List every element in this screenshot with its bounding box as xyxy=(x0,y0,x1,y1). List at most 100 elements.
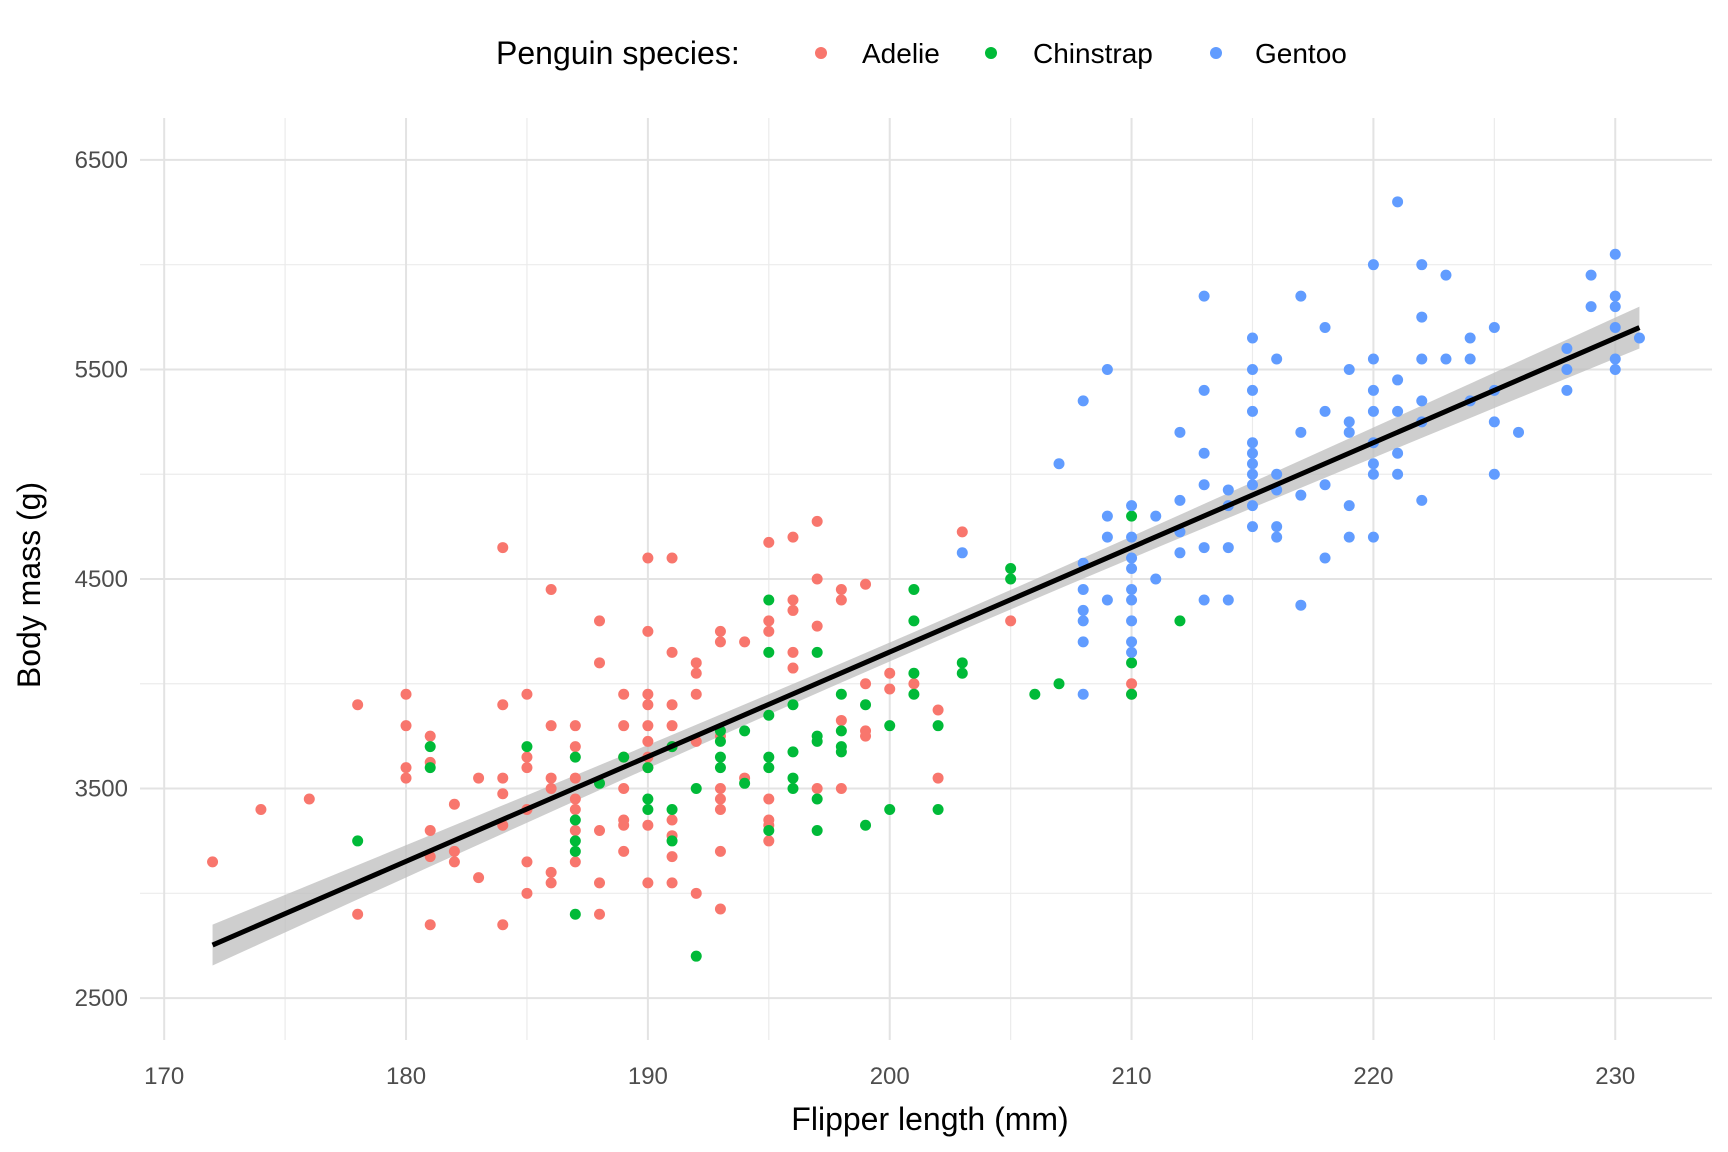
point-adelie xyxy=(642,819,654,831)
point-gentoo xyxy=(1126,563,1138,575)
x-tick-label: 190 xyxy=(628,1063,668,1090)
point-gentoo xyxy=(1246,332,1258,344)
point-adelie xyxy=(569,793,581,805)
point-gentoo xyxy=(1392,374,1404,386)
point-gentoo xyxy=(1246,384,1258,396)
point-gentoo xyxy=(1126,646,1138,658)
point-adelie xyxy=(811,515,823,527)
legend-label-gentoo: Gentoo xyxy=(1255,38,1347,69)
point-gentoo xyxy=(1488,416,1500,428)
point-adelie xyxy=(763,615,775,627)
point-gentoo xyxy=(1609,363,1621,375)
point-gentoo xyxy=(1174,494,1186,506)
point-gentoo xyxy=(1513,426,1525,438)
point-gentoo xyxy=(1077,636,1089,648)
point-chinstrap xyxy=(908,688,920,700)
point-adelie xyxy=(714,783,726,795)
point-adelie xyxy=(666,814,678,826)
fit-line-layer xyxy=(211,325,1641,948)
point-chinstrap xyxy=(763,646,775,658)
point-gentoo xyxy=(1609,322,1621,334)
point-adelie xyxy=(739,636,751,648)
point-adelie xyxy=(594,657,606,669)
point-gentoo xyxy=(1416,353,1428,365)
x-tick-labels: 170 180 190 200 210 220 230 xyxy=(144,1063,1635,1090)
point-gentoo xyxy=(1319,552,1331,564)
point-chinstrap xyxy=(860,699,872,711)
point-adelie xyxy=(594,877,606,889)
point-adelie xyxy=(690,688,702,700)
point-adelie xyxy=(642,625,654,637)
point-chinstrap xyxy=(835,688,847,700)
point-chinstrap xyxy=(424,741,436,753)
point-chinstrap xyxy=(763,594,775,606)
point-gentoo xyxy=(1271,468,1283,480)
point-gentoo xyxy=(1198,447,1210,459)
point-adelie xyxy=(448,845,460,857)
point-adelie xyxy=(497,542,509,554)
point-chinstrap xyxy=(884,804,896,815)
point-gentoo xyxy=(1198,479,1210,491)
point-adelie xyxy=(811,783,823,795)
point-chinstrap xyxy=(642,793,654,805)
point-gentoo xyxy=(1077,615,1089,627)
point-adelie xyxy=(1126,678,1138,690)
point-adelie xyxy=(714,636,726,648)
point-chinstrap xyxy=(1005,563,1017,575)
point-gentoo xyxy=(1077,688,1089,700)
regression-line xyxy=(211,325,1641,948)
point-adelie xyxy=(521,856,533,868)
point-gentoo xyxy=(1053,458,1065,470)
legend-key-chinstrap xyxy=(985,47,997,59)
point-gentoo xyxy=(1246,479,1258,491)
point-gentoo xyxy=(1343,416,1355,428)
point-adelie xyxy=(787,662,799,674)
point-adelie xyxy=(545,772,557,784)
point-adelie xyxy=(424,730,436,742)
point-adelie xyxy=(448,798,460,810)
point-adelie xyxy=(448,856,460,868)
y-axis-title: Body mass (g) xyxy=(11,482,47,688)
legend-label-chinstrap: Chinstrap xyxy=(1033,38,1153,69)
point-adelie xyxy=(763,793,775,805)
point-adelie xyxy=(303,793,315,805)
point-adelie xyxy=(835,594,847,606)
point-gentoo xyxy=(1222,542,1234,554)
point-gentoo xyxy=(1246,447,1258,459)
legend-item-gentoo: Gentoo xyxy=(1210,38,1347,69)
point-chinstrap xyxy=(1053,678,1065,690)
point-gentoo xyxy=(1126,583,1138,595)
point-adelie xyxy=(787,594,799,606)
point-adelie xyxy=(618,845,630,857)
point-adelie xyxy=(473,872,485,884)
point-gentoo xyxy=(1077,604,1089,616)
point-chinstrap xyxy=(932,720,944,732)
point-adelie xyxy=(594,824,606,836)
point-adelie xyxy=(400,720,412,732)
point-chinstrap xyxy=(666,804,678,815)
point-chinstrap xyxy=(763,751,775,763)
y-tick-label: 4500 xyxy=(75,566,128,593)
point-adelie xyxy=(835,583,847,595)
point-gentoo xyxy=(1271,521,1283,533)
point-adelie xyxy=(594,615,606,627)
point-chinstrap xyxy=(1029,688,1041,700)
point-chinstrap xyxy=(835,725,847,737)
point-gentoo xyxy=(1343,500,1355,512)
point-adelie xyxy=(811,573,823,585)
point-adelie xyxy=(666,699,678,711)
point-gentoo xyxy=(1222,594,1234,606)
point-adelie xyxy=(714,845,726,857)
point-adelie xyxy=(569,772,581,784)
point-chinstrap xyxy=(835,746,847,758)
point-adelie xyxy=(424,824,436,836)
point-chinstrap xyxy=(352,835,364,847)
point-chinstrap xyxy=(569,845,581,857)
point-gentoo xyxy=(1126,594,1138,606)
point-gentoo xyxy=(1246,500,1258,512)
point-adelie xyxy=(497,772,509,784)
point-gentoo xyxy=(1367,384,1379,396)
point-adelie xyxy=(569,824,581,836)
point-chinstrap xyxy=(642,804,654,815)
